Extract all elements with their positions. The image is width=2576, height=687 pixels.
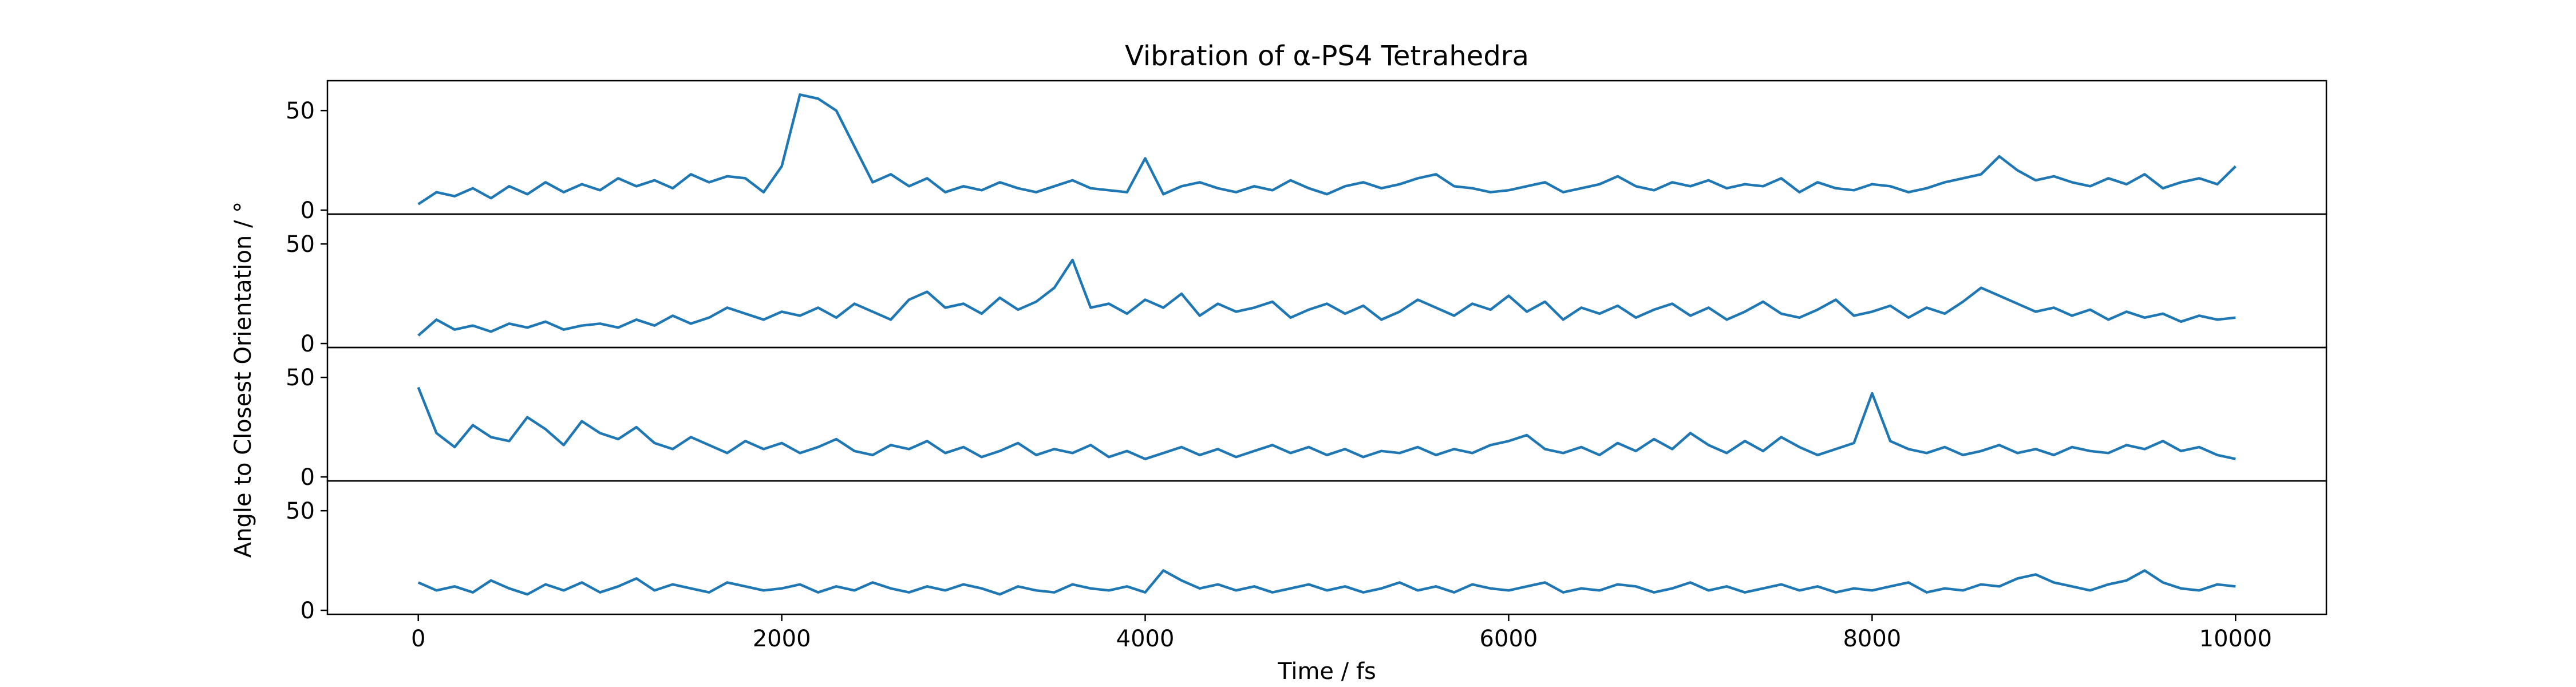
y-tick-label: 50 — [286, 498, 315, 524]
subplot-4: 0 50 — [286, 480, 2328, 624]
x-tick-label: 0 — [411, 626, 425, 652]
y-tick-label: 50 — [286, 365, 315, 391]
subplot-panels: 0 50 0 50 0 50 0 50 — [286, 80, 2328, 624]
y-axis-label: Angle to Closest Orientation / ° — [230, 202, 256, 558]
series-line-2 — [417, 258, 2236, 337]
x-tick-label: 4000 — [1116, 626, 1175, 652]
y-tick-label: 0 — [301, 331, 315, 357]
x-axis: 0 2000 4000 6000 8000 10000 — [411, 614, 2272, 652]
y-tick-label: 0 — [301, 464, 315, 491]
axes-frame-4 — [326, 480, 2328, 615]
y-tick-label: 50 — [286, 98, 315, 124]
series-line-3 — [417, 386, 2236, 460]
series-line-4 — [417, 569, 2236, 596]
x-tick-label: 6000 — [1480, 626, 1538, 652]
x-axis-label: Time / fs — [1277, 658, 1376, 685]
x-tick-label: 2000 — [753, 626, 811, 652]
x-tick-label: 10000 — [2199, 626, 2272, 652]
y-tick-label: 0 — [301, 198, 315, 224]
series-line-1 — [417, 93, 2237, 206]
y-tick-label: 50 — [286, 231, 315, 258]
chart-title: Vibration of α-PS4 Tetrahedra — [1125, 40, 1529, 72]
x-tick-label: 8000 — [1843, 626, 1901, 652]
y-tick-label: 0 — [301, 598, 315, 624]
